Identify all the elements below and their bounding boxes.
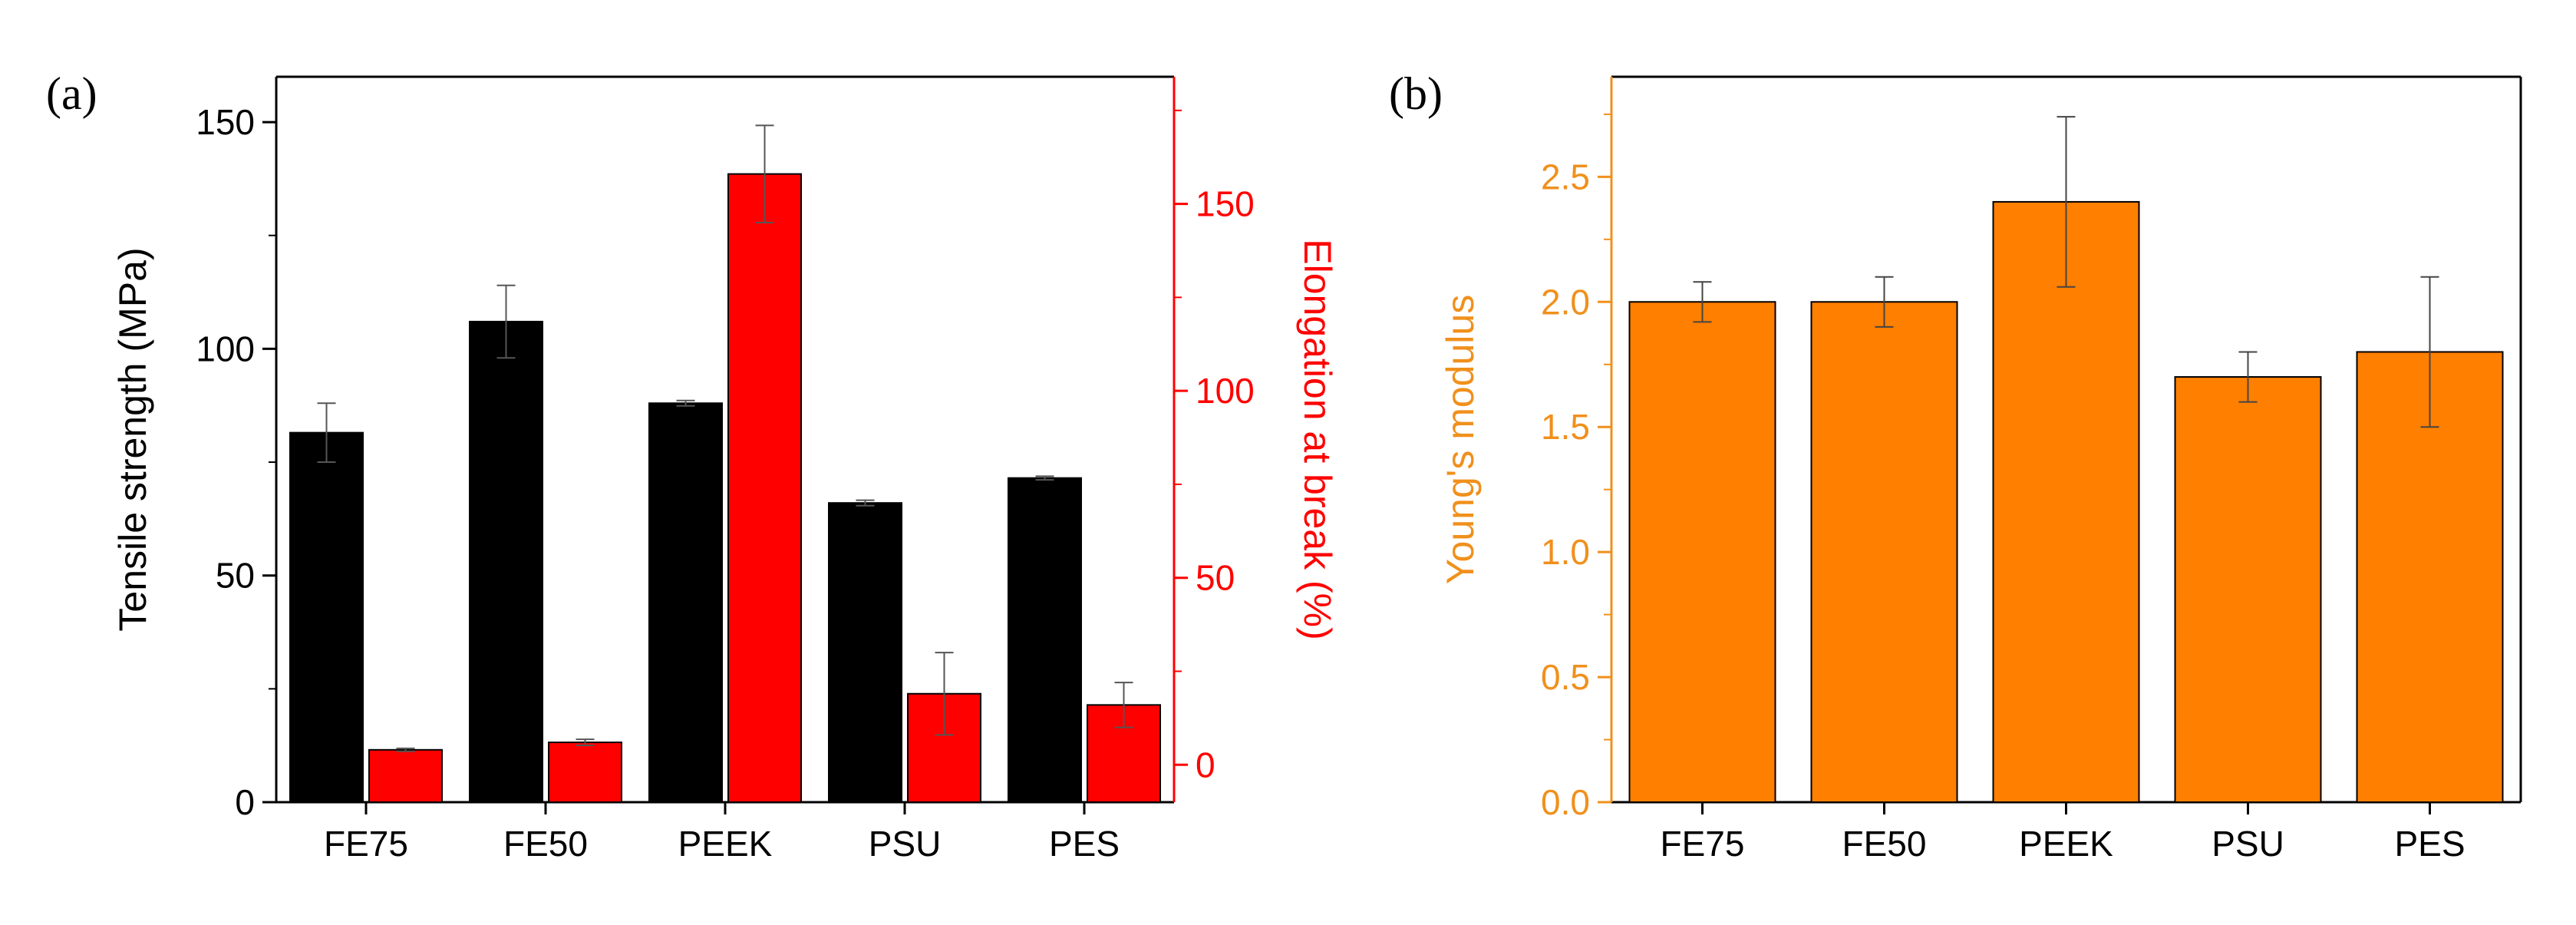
chart-b-y-tick-label: 1.5 — [1541, 407, 1590, 447]
chart-a-x-tick-label: FE50 — [503, 824, 588, 864]
bar-tensile-strength — [1008, 477, 1082, 803]
chart-b-x-tick-label: PES — [2394, 824, 2465, 864]
bar-youngs-modulus — [2174, 376, 2322, 803]
chart-b-x-tick-label: PEEK — [2019, 824, 2113, 864]
bar-tensile-strength — [648, 402, 723, 803]
chart-a-right-tick-label: 50 — [1196, 558, 1235, 598]
chart-b-y-tick-label: 0.5 — [1541, 657, 1590, 697]
chart-a-left-tick-label: 100 — [196, 329, 255, 368]
chart-a-right-tick-label: 100 — [1196, 371, 1255, 411]
panel-b-label: (b) — [1389, 68, 1443, 119]
chart-b-y-axis-title: Young's modulus — [1439, 295, 1482, 584]
chart-a-left-tick-label: 150 — [196, 102, 255, 142]
chart-a-right-tick-label: 150 — [1196, 184, 1255, 224]
bar-elongation-at-break — [368, 748, 443, 804]
chart-b-x-tick-label: FE75 — [1661, 824, 1745, 864]
chart-b-y-tick-label: 0.0 — [1541, 782, 1590, 822]
chart-a-left-axis-title: Tensile strength (MPa) — [111, 247, 154, 631]
bar-tensile-strength — [828, 502, 902, 803]
bar-elongation-at-break — [548, 742, 622, 803]
chart-a-right-tick-label: 0 — [1196, 745, 1215, 785]
chart-b-y-tick-label: 2.5 — [1541, 157, 1590, 197]
bar-youngs-modulus — [1628, 301, 1776, 803]
chart-b-x-tick-label: PSU — [2212, 824, 2284, 864]
bar-youngs-modulus — [1992, 200, 2140, 803]
chart-a-x-tick-label: PES — [1049, 824, 1120, 864]
bar-tensile-strength — [469, 320, 543, 803]
chart-a-x-tick-label: PSU — [869, 824, 942, 864]
chart-a-right-axis-title: Elongation at break (%) — [1296, 239, 1339, 640]
chart-a-left-tick-label: 0 — [235, 782, 255, 822]
bar-youngs-modulus — [1810, 301, 1958, 803]
chart-b-y-tick-label: 2.0 — [1541, 282, 1590, 322]
chart-a-x-tick-label: PEEK — [678, 824, 773, 864]
chart-a-left-tick-label: 50 — [216, 556, 255, 596]
chart-b-x-tick-label: FE50 — [1842, 824, 1927, 864]
bar-tensile-strength — [289, 431, 364, 803]
bar-elongation-at-break — [727, 173, 802, 804]
chart-a-x-tick-label: FE75 — [324, 824, 408, 864]
panel-a-label: (a) — [46, 68, 97, 119]
chart-b-y-tick-label: 1.0 — [1541, 532, 1590, 572]
